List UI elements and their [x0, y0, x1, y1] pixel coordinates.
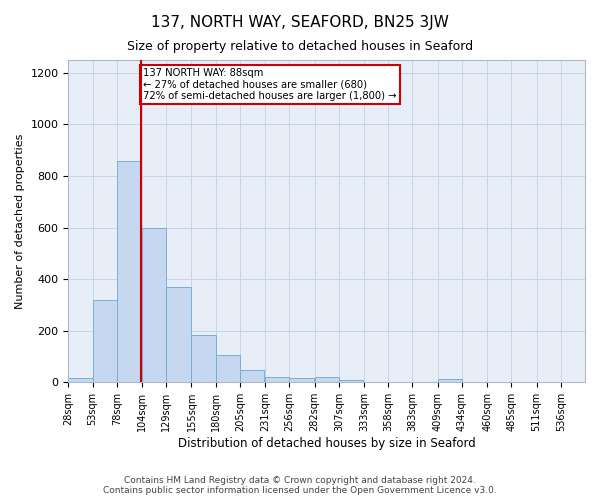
Text: Size of property relative to detached houses in Seaford: Size of property relative to detached ho… — [127, 40, 473, 53]
Bar — [92, 300, 117, 382]
Text: Contains HM Land Registry data © Crown copyright and database right 2024.
Contai: Contains HM Land Registry data © Crown c… — [103, 476, 497, 495]
Text: 137 NORTH WAY: 88sqm
← 27% of detached houses are smaller (680)
72% of semi-deta: 137 NORTH WAY: 88sqm ← 27% of detached h… — [143, 68, 397, 101]
X-axis label: Distribution of detached houses by size in Seaford: Distribution of detached houses by size … — [178, 437, 476, 450]
Bar — [314, 377, 339, 382]
Bar — [117, 160, 141, 382]
Bar — [339, 380, 363, 382]
Bar — [437, 380, 462, 382]
Bar — [289, 378, 314, 382]
Bar — [166, 287, 191, 382]
Bar — [216, 356, 240, 382]
Bar — [68, 378, 92, 382]
Bar — [142, 228, 166, 382]
Bar — [240, 370, 264, 382]
Text: 137, NORTH WAY, SEAFORD, BN25 3JW: 137, NORTH WAY, SEAFORD, BN25 3JW — [151, 15, 449, 30]
Bar — [191, 334, 216, 382]
Y-axis label: Number of detached properties: Number of detached properties — [15, 134, 25, 309]
Bar — [265, 376, 289, 382]
